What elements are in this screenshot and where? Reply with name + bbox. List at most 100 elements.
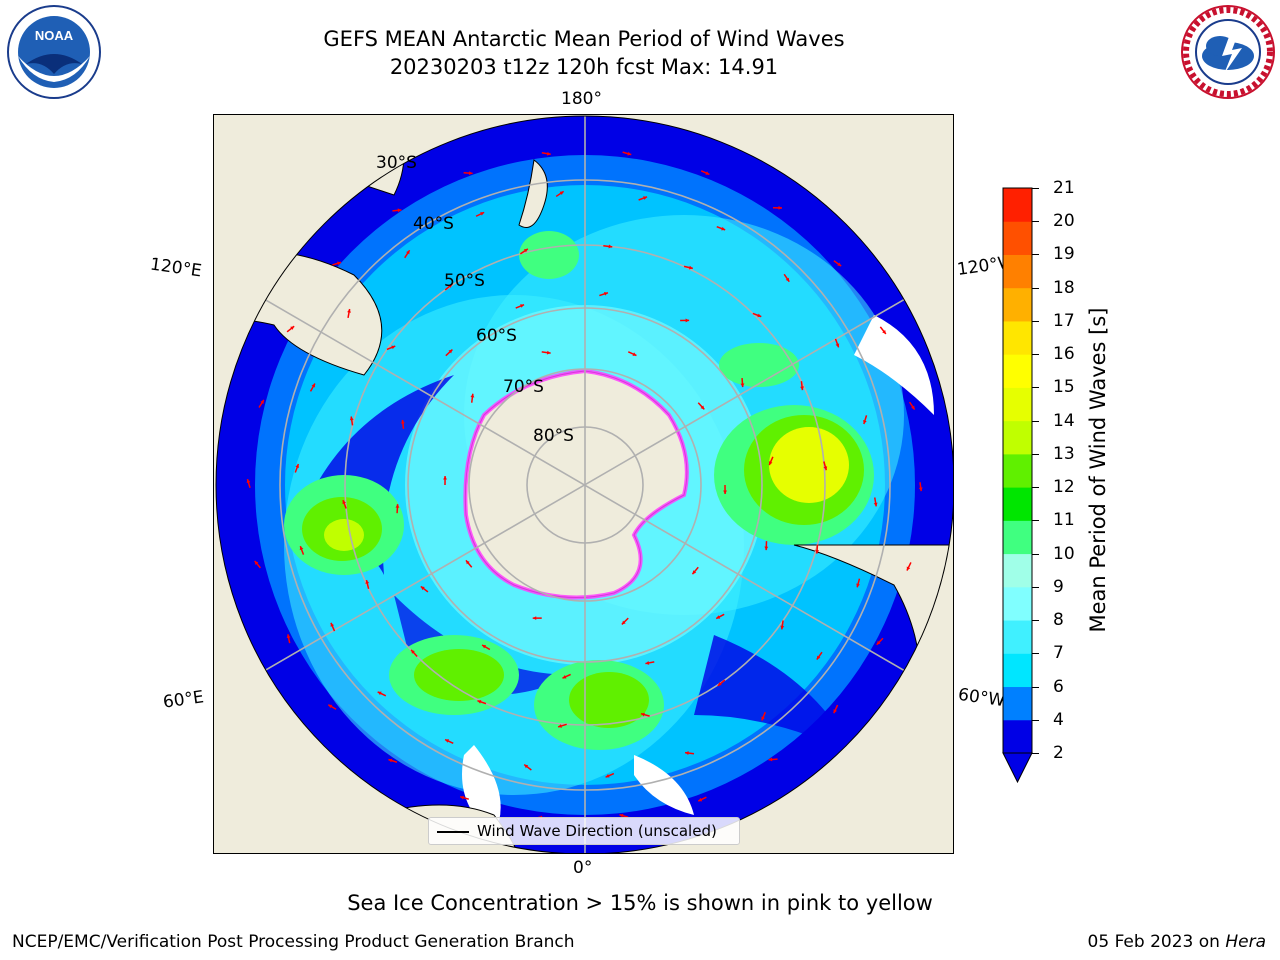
wave-direction-arrowhead — [470, 393, 475, 398]
wave-direction-arrowhead — [397, 208, 402, 213]
colorbar-tick-label: 14 — [1053, 410, 1075, 431]
colorbar-tick-label: 13 — [1053, 443, 1075, 464]
polar-map: 30°S 40°S 50°S 60°S 70°S 80°S — [213, 114, 954, 854]
wave-direction-arrowhead — [717, 682, 722, 686]
wave-direction-arrowhead — [347, 308, 351, 313]
lon-label-180: 180° — [561, 89, 602, 109]
colorbar-band — [1003, 188, 1032, 222]
footer-date-text: 05 Feb 2023 on — [1087, 932, 1226, 952]
colorbar-tick-label: 19 — [1053, 244, 1075, 265]
colorbar-tick-label: 15 — [1053, 377, 1075, 398]
wave-direction-arrowhead — [778, 205, 783, 210]
colorbar-band — [1003, 620, 1032, 654]
wave-direction-arrowhead — [640, 712, 645, 717]
colorbar-band — [1003, 320, 1032, 355]
wave-direction-arrowhead — [480, 212, 485, 216]
nws-logo — [1180, 4, 1276, 100]
wave-direction-arrowhead — [906, 566, 911, 571]
wave-direction-arrowhead — [621, 620, 626, 625]
colorbar-tickmark — [1032, 753, 1039, 754]
lon-label-120e: 120°E — [148, 254, 203, 282]
wave-direction-arrowhead — [688, 265, 693, 270]
wave-direction-arrowhead — [757, 313, 762, 318]
wave-direction-arrowhead — [873, 502, 878, 507]
wave-direction-arrowhead — [823, 466, 828, 471]
colorbar-tick-label: 8 — [1053, 610, 1064, 631]
colorbar-label: Mean Period of Wind Waves [s] — [1086, 307, 1110, 633]
wind-wave-direction-arrows — [246, 151, 923, 820]
wave-direction-arrowhead — [800, 386, 804, 391]
wave-direction-arrowhead — [443, 476, 447, 480]
wave-direction-arrowhead — [400, 419, 405, 424]
wave-direction-arrowhead — [328, 704, 333, 709]
wave-direction-arrowhead — [290, 326, 295, 330]
colorbar-tickmark — [1032, 420, 1039, 422]
wave-direction-arrowhead — [254, 560, 259, 565]
wave-direction-arrowhead — [721, 226, 726, 231]
wave-direction-arrowhead — [761, 716, 765, 721]
wave-direction-arrowhead — [833, 709, 838, 714]
colorbar-band — [1003, 221, 1032, 255]
wave-direction-arrowhead — [330, 622, 335, 627]
wave-direction-arrowhead — [468, 171, 473, 176]
colorbar-tickmark — [1032, 254, 1039, 256]
wave-direction-arrowhead — [632, 352, 637, 356]
colorbar-band — [1003, 254, 1032, 289]
lon-label-60e: 60°E — [161, 687, 206, 713]
colorbar-band — [1003, 420, 1032, 455]
colorbar-tick-label: 2 — [1053, 743, 1064, 763]
colorbar-tickmark — [1032, 586, 1039, 588]
colorbar-tick-label: 9 — [1053, 576, 1064, 597]
wave-direction-arrowhead — [420, 586, 425, 591]
wave-direction-arrowhead — [311, 383, 315, 388]
colorbar-band — [1003, 686, 1032, 721]
wave-direction-arrowhead — [532, 616, 537, 621]
wave-direction-arrowhead — [837, 262, 842, 267]
wave-direction-arrowhead — [685, 751, 689, 755]
colorbar-band — [1003, 553, 1032, 588]
wave-direction-arrowhead — [608, 244, 613, 249]
colorbar-band — [1003, 287, 1032, 322]
colorbar-band — [1003, 653, 1032, 688]
colorbar-tick-label: 10 — [1053, 543, 1075, 564]
colorbar-tickmark — [1032, 188, 1039, 189]
wave-direction-arrowhead — [477, 700, 482, 704]
colorbar-tickmark — [1032, 320, 1039, 322]
colorbar-tickmark — [1032, 453, 1039, 455]
wave-direction-arrowhead — [377, 691, 382, 696]
svg-text:NOAA: NOAA — [35, 28, 74, 43]
lon-label-60w: 60°W — [956, 684, 1007, 712]
wave-direction-arrowhead — [337, 261, 342, 266]
wave-direction-arrowhead — [740, 383, 745, 388]
wave-direction-arrowhead — [619, 813, 624, 818]
footer-date: 05 Feb 2023 on Hera — [1088, 932, 1266, 952]
wave-direction-arrowhead — [645, 661, 650, 665]
wave-direction-arrowhead — [882, 330, 886, 334]
wave-direction-arrowhead — [863, 420, 867, 424]
wave-direction-arrowhead — [349, 416, 354, 421]
colorbar-band — [1003, 453, 1032, 488]
colorbar-band — [1003, 719, 1032, 754]
wave-direction-arrowhead — [260, 399, 264, 404]
map-canvas — [214, 115, 953, 853]
colorbar-tick-label: 7 — [1053, 643, 1064, 664]
colorbar-tickmark — [1032, 287, 1039, 289]
colorbar-tick-label: 21 — [1053, 178, 1075, 198]
lat-label-40s: 40°S — [413, 214, 454, 234]
colorbar-tick-label: 4 — [1053, 709, 1064, 730]
wave-direction-arrowhead — [816, 655, 821, 660]
footer-host: Hera — [1225, 932, 1266, 952]
lat-label-80s: 80°S — [533, 426, 574, 446]
colorbar-tick-label: 18 — [1053, 277, 1075, 298]
wave-direction-arrowhead — [520, 304, 525, 308]
wave-direction-arrowhead — [559, 191, 564, 195]
chart-title: GEFS MEAN Antarctic Mean Period of Wind … — [323, 27, 845, 51]
wave-direction-arrowhead — [815, 549, 820, 554]
wave-direction-arrowhead — [546, 350, 551, 355]
colorbar-tick-label: 11 — [1053, 510, 1075, 531]
wave-direction-arrowhead — [723, 490, 727, 494]
wave-direction-arrowhead — [246, 479, 251, 484]
colorbar-tick-label: 17 — [1053, 310, 1075, 331]
wave-direction-arrowhead — [856, 583, 860, 588]
wave-direction-arrowhead — [785, 277, 790, 282]
